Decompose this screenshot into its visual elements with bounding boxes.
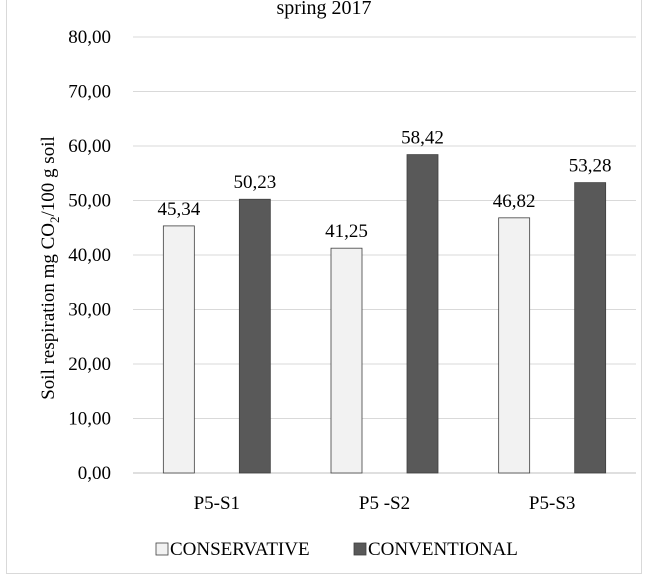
chart-frame — [6, 0, 642, 574]
data-label: 58,42 — [401, 128, 444, 149]
legend-swatch-conventional — [353, 542, 367, 556]
x-tick-labels: P5-S1 P5 -S2 P5-S3 — [194, 493, 576, 514]
y-tick-label: 40,00 — [68, 245, 111, 266]
bar-conventional — [574, 182, 607, 474]
bar-conservative — [330, 247, 363, 474]
bar-conservative — [162, 225, 195, 474]
y-tick-label: 10,00 — [68, 409, 111, 430]
bar-conventional — [238, 198, 271, 474]
data-label: 53,28 — [569, 156, 612, 177]
y-tick-label: 80,00 — [68, 27, 111, 48]
gridlines — [133, 36, 636, 474]
legend-label-conventional: CONVENTIONAL — [368, 539, 518, 560]
y-tick-label: 60,00 — [68, 136, 111, 157]
y-tick-label: 30,00 — [68, 300, 111, 321]
y-axis-label-subscript: 2 — [47, 216, 62, 223]
y-axis-label-main: Soil respiration mg CO — [38, 223, 59, 400]
y-tick-label: 70,00 — [68, 82, 111, 103]
y-tick-label: 0,00 — [78, 463, 111, 484]
legend: CONSERVATIVE CONVENTIONAL — [155, 539, 518, 560]
y-tick-label: 20,00 — [68, 354, 111, 375]
x-tick-label: P5-S1 — [194, 493, 240, 514]
y-tick-label: 50,00 — [68, 191, 111, 212]
legend-label-conservative: CONSERVATIVE — [170, 539, 310, 560]
data-label: 41,25 — [325, 221, 368, 242]
legend-swatch-conservative — [155, 542, 169, 556]
bars: 45,34 50,23 41,25 58,42 46,82 53,28 — [157, 128, 612, 474]
y-axis-label: Soil respiration mg CO2/100 g soil — [38, 136, 62, 400]
y-axis-label-unit: /100 g soil — [38, 136, 59, 216]
bar-conventional — [406, 154, 439, 474]
y-tick-labels: 0,00 10,00 20,00 30,00 40,00 50,00 60,00 70,00 8… — [68, 27, 111, 484]
data-label: 46,82 — [493, 191, 536, 212]
chart-title: spring 2017 — [277, 0, 372, 19]
x-tick-label: P5 -S2 — [359, 493, 410, 514]
data-label: 50,23 — [233, 172, 276, 193]
x-tick-label: P5-S3 — [529, 493, 575, 514]
data-label: 45,34 — [157, 199, 200, 220]
bar-conservative — [498, 217, 531, 474]
